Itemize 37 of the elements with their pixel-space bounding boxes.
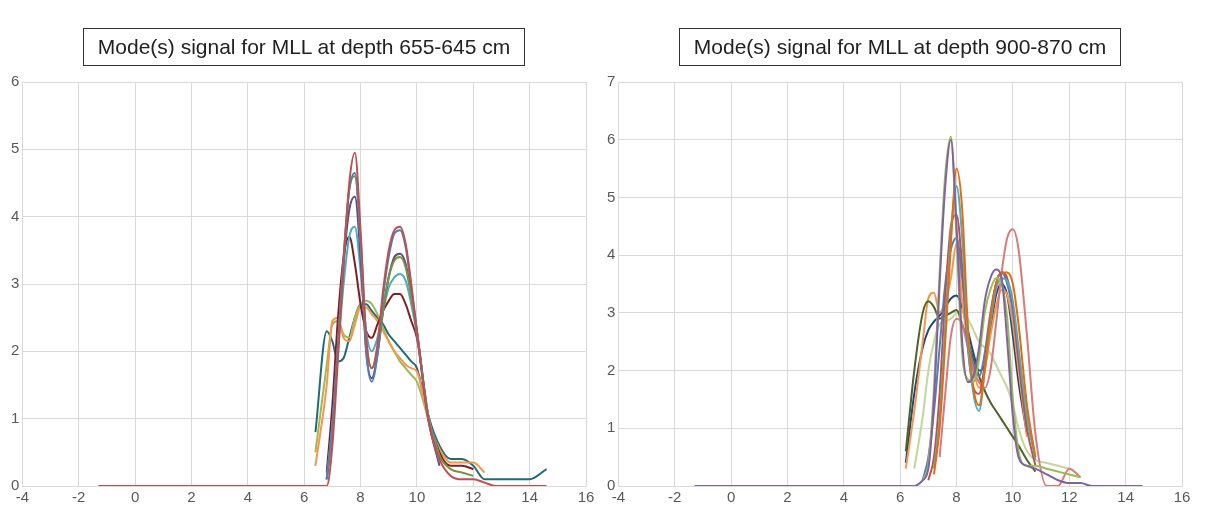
x-tick-label: 14 [521,488,538,506]
x-tick-label: 4 [243,488,252,506]
x-tick-label: 14 [1117,488,1134,506]
y-tick-label: 6 [11,72,20,90]
y-tick-label: 4 [11,206,20,224]
y-tick-label: 5 [11,139,20,157]
y-tick-label: 1 [607,418,616,436]
x-tick-label: 0 [130,488,140,506]
x-tick-label: 6 [300,488,309,506]
chart-title: Mode(s) signal for MLL at depth 655-645 cm [82,28,526,66]
x-tick-label: 8 [952,488,961,506]
y-tick-label: 2 [607,360,616,378]
x-tick-label: 16 [577,488,595,506]
x-tick-label: 0 [726,488,736,506]
y-tick-label: 4 [607,245,616,263]
x-tick-label: 10 [408,488,426,506]
x-tick-label: 10 [1004,488,1022,506]
y-tick-label: 2 [11,341,20,359]
y-tick-label: 5 [607,187,616,205]
y-tick-label: 7 [607,72,616,90]
x-tick-label: 12 [464,488,482,506]
y-tick-label: 0 [11,476,20,494]
x-tick-label: 2 [783,488,792,506]
x-tick-label: 12 [1060,488,1078,506]
x-tick-label: -2 [72,488,86,506]
chart-title: Mode(s) signal for MLL at depth 900-870 cm [678,28,1122,66]
x-tick-label: 2 [187,488,196,506]
x-tick-label: 6 [896,488,905,506]
x-tick-label: -2 [668,488,682,506]
y-tick-label: 3 [11,274,20,292]
x-tick-label: 16 [1173,488,1191,506]
y-tick-label: 6 [607,129,616,147]
y-tick-label: 1 [11,408,20,426]
y-tick-label: 0 [607,476,616,494]
y-tick-label: 3 [607,303,616,320]
x-tick-label: 8 [356,488,365,506]
x-tick-label: 4 [839,488,848,506]
